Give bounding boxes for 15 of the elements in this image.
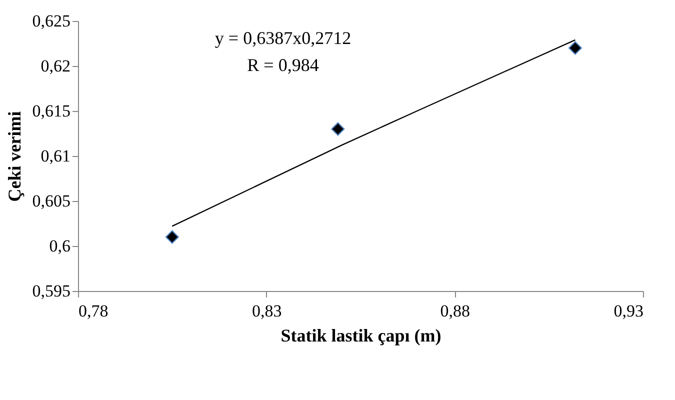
y-tick-label: 0,6: [49, 236, 70, 256]
y-tick-label: 0,605: [32, 192, 70, 210]
y-tick-label: 0,595: [32, 282, 70, 300]
x-axis-title: Statik lastik çapı (m): [280, 326, 442, 346]
annotation: R = 0,984: [247, 55, 319, 75]
annotation: y = 0,6387x0,2712: [214, 28, 352, 48]
x-tick-label: 0,83: [252, 302, 282, 320]
y-tick-label: 0,615: [32, 102, 70, 120]
x-tick-label: 0,93: [614, 302, 644, 320]
y-tick-label: 0,625: [32, 12, 70, 30]
x-tick-label: 0,88: [440, 302, 470, 320]
y-axis-title: Çeki verimi: [4, 111, 24, 202]
y-tick-label: 0,62: [40, 56, 70, 76]
x-tick-label: 0,78: [78, 302, 108, 320]
y-tick-label: 0,61: [40, 146, 70, 166]
